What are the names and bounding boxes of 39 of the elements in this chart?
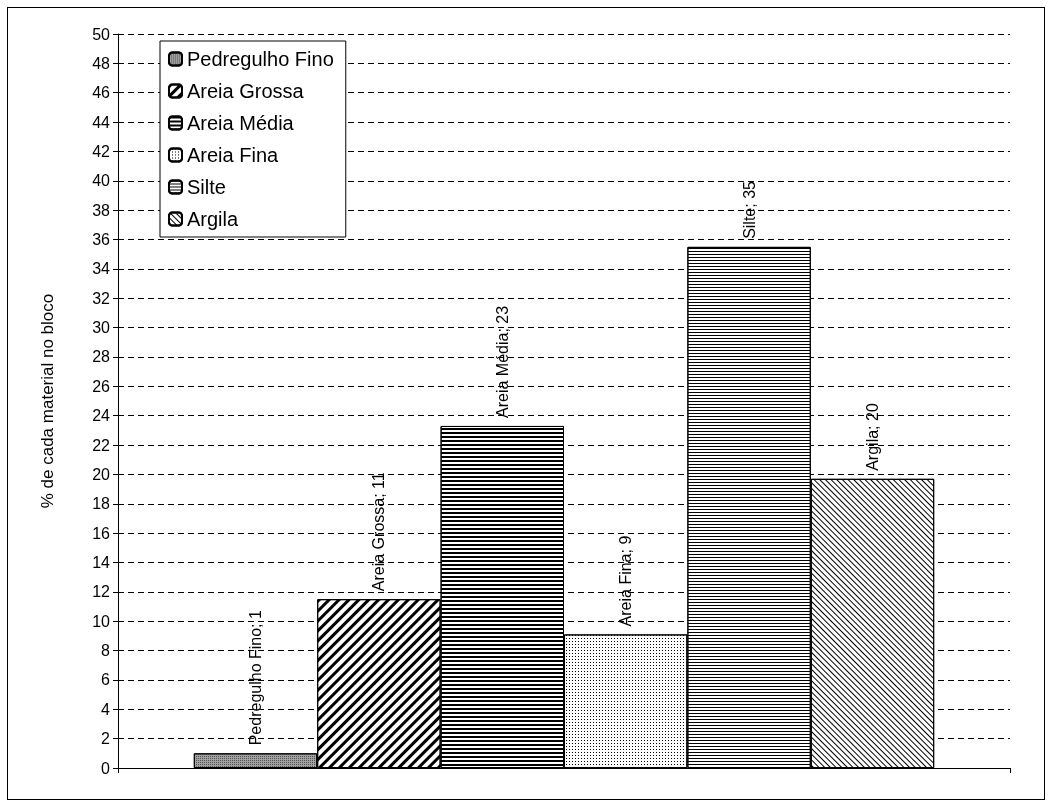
data-label: Argila; 20 <box>863 403 881 471</box>
y-tick-label: 26 <box>92 377 111 395</box>
legend-label: Areia Fina <box>187 144 280 166</box>
legend-label: Areia Média <box>187 112 295 134</box>
y-tick-label: 10 <box>92 612 111 630</box>
y-tick-label: 0 <box>101 759 111 777</box>
data-label: Areia Média; 23 <box>493 305 511 418</box>
y-tick-label: 22 <box>92 436 111 454</box>
y-tick-label: 28 <box>92 348 111 366</box>
y-tick-label: 34 <box>92 260 111 278</box>
data-label: Areia Fina; 9 <box>617 535 635 627</box>
y-tick-label: 16 <box>92 524 111 542</box>
y-tick-label: 20 <box>92 465 111 483</box>
y-tick-label: 8 <box>101 642 111 660</box>
data-label: Pedregulho Fino; 1 <box>247 610 265 746</box>
y-tick-label: 42 <box>92 142 111 160</box>
y-tick-label: 48 <box>92 54 111 72</box>
y-tick-label: 40 <box>92 172 111 190</box>
legend-label: Argila <box>187 208 240 230</box>
y-tick-label: 50 <box>92 25 111 43</box>
y-tick-label: 14 <box>92 553 111 571</box>
y-tick-label: 30 <box>92 319 111 337</box>
data-label: Silte; 35 <box>740 180 758 239</box>
legend-label: Pedregulho Fino <box>187 48 334 70</box>
y-tick-label: 36 <box>92 231 111 249</box>
y-tick-label: 4 <box>101 700 111 718</box>
y-tick-label: 24 <box>92 407 111 425</box>
y-tick-label: 12 <box>92 583 111 601</box>
y-tick-label: 6 <box>101 671 111 689</box>
y-tick-label: 32 <box>92 289 111 307</box>
y-tick-label: 46 <box>92 84 111 102</box>
y-axis-title: % de cada material no bloco <box>38 293 57 509</box>
y-tick-label: 18 <box>92 495 111 513</box>
legend-label: Areia Grossa <box>187 80 305 102</box>
legend-label: Silte <box>187 176 226 198</box>
y-tick-label: 2 <box>101 730 111 748</box>
data-label: Areia Grossa; 11 <box>370 472 388 592</box>
y-tick-label: 44 <box>92 113 111 131</box>
y-tick-label: 38 <box>92 201 111 219</box>
